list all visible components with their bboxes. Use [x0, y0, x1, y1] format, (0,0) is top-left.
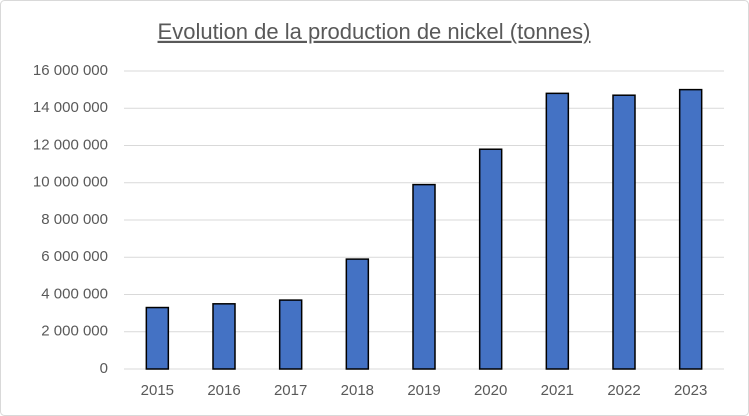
- bar: [345, 258, 370, 370]
- y-tick-label: 10 000 000: [33, 174, 108, 191]
- y-tick-label: 16 000 000: [33, 62, 108, 79]
- bar: [545, 92, 570, 370]
- y-tick-label: 2 000 000: [41, 323, 108, 340]
- bar: [145, 306, 170, 370]
- y-tick-label: 0: [100, 360, 108, 377]
- y-tick-label: 14 000 000: [33, 99, 108, 116]
- x-tick-label: 2023: [674, 382, 707, 399]
- y-tick-label: 6 000 000: [41, 248, 108, 265]
- bar: [678, 88, 703, 370]
- bar: [612, 94, 636, 370]
- x-tick-label: 2022: [607, 382, 640, 399]
- y-tick-label: 12 000 000: [33, 136, 108, 153]
- bar: [212, 303, 236, 370]
- chart-title: Evolution de la production de nickel (to…: [158, 19, 591, 44]
- bar: [278, 299, 303, 370]
- x-tick-label: 2015: [141, 382, 174, 399]
- bar: [478, 148, 503, 370]
- x-tick-label: 2016: [207, 382, 240, 399]
- x-tick-label: 2017: [274, 382, 307, 399]
- y-tick-label: 4 000 000: [41, 285, 108, 302]
- x-tick-label: 2018: [341, 382, 374, 399]
- x-tick-label: 2020: [474, 382, 507, 399]
- x-tick-label: 2021: [541, 382, 574, 399]
- x-tick-label: 2019: [407, 382, 440, 399]
- bar: [412, 183, 436, 370]
- y-tick-label: 8 000 000: [41, 211, 108, 228]
